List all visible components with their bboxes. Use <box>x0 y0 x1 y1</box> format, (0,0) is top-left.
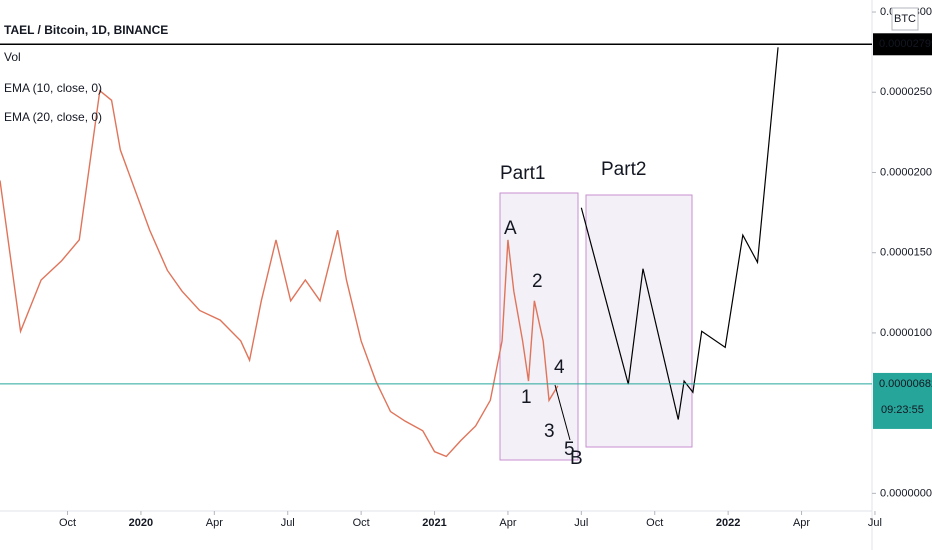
annotation: 2 <box>532 271 543 292</box>
x-tick-label: 2020 <box>129 517 153 529</box>
annotation: B <box>570 448 583 469</box>
annotation: 4 <box>554 357 565 378</box>
price-line <box>0 89 559 458</box>
x-tick-label: Apr <box>499 517 516 529</box>
x-tick-label: Oct <box>59 517 76 529</box>
x-tick-label: 2021 <box>422 517 446 529</box>
x-tick-label: Jul <box>574 517 588 529</box>
annotation: A <box>504 218 517 239</box>
price-label: 0.00002799 <box>879 38 932 50</box>
annotation: 5 <box>564 439 575 460</box>
price-label: 0.00000682 <box>879 378 932 390</box>
part1-box <box>499 192 579 461</box>
chart-title: TAEL / Bitcoin, 1D, BINANCE <box>4 23 168 37</box>
annotation: 1 <box>521 387 532 408</box>
plot <box>0 43 872 458</box>
indicator-label: EMA (10, close, 0) <box>4 81 102 95</box>
indicator-label: EMA (20, close, 0) <box>4 110 102 124</box>
x-tick-label: Oct <box>353 517 370 529</box>
countdown: 09:23:55 <box>881 404 924 416</box>
x-tick-label: Jul <box>281 517 295 529</box>
x-tick-label: Jul <box>868 517 882 529</box>
price-label-box <box>873 372 932 429</box>
x-tick-label: Oct <box>646 517 663 529</box>
annotation: Part2 <box>601 159 646 180</box>
x-tick-label: Apr <box>206 517 223 529</box>
annotation: Part1 <box>500 163 545 184</box>
price-label-box <box>873 33 932 56</box>
currency-label: BTC <box>894 13 916 25</box>
indicator-label: Vol <box>4 50 21 64</box>
currency-box <box>891 7 919 31</box>
wave-line <box>554 384 571 441</box>
annotation: 3 <box>544 421 555 442</box>
price-line <box>580 47 779 420</box>
x-tick-label: 2022 <box>716 517 740 529</box>
x-tick-label: Apr <box>793 517 810 529</box>
y-tick-label: 0.00002500 <box>880 86 932 98</box>
